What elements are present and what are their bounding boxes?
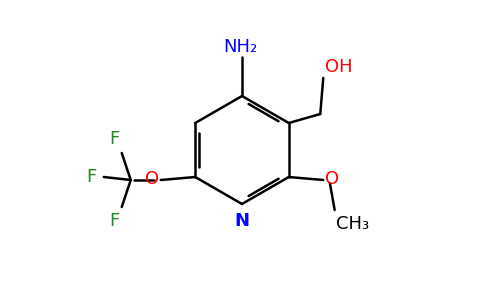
Text: F: F (109, 212, 120, 230)
Text: N: N (235, 212, 249, 230)
Text: OH: OH (325, 58, 352, 76)
Text: CH₃: CH₃ (336, 214, 369, 232)
Text: F: F (109, 130, 120, 148)
Text: O: O (325, 169, 339, 188)
Text: O: O (145, 169, 159, 188)
Text: F: F (86, 168, 96, 186)
Text: NH₂: NH₂ (224, 38, 257, 56)
